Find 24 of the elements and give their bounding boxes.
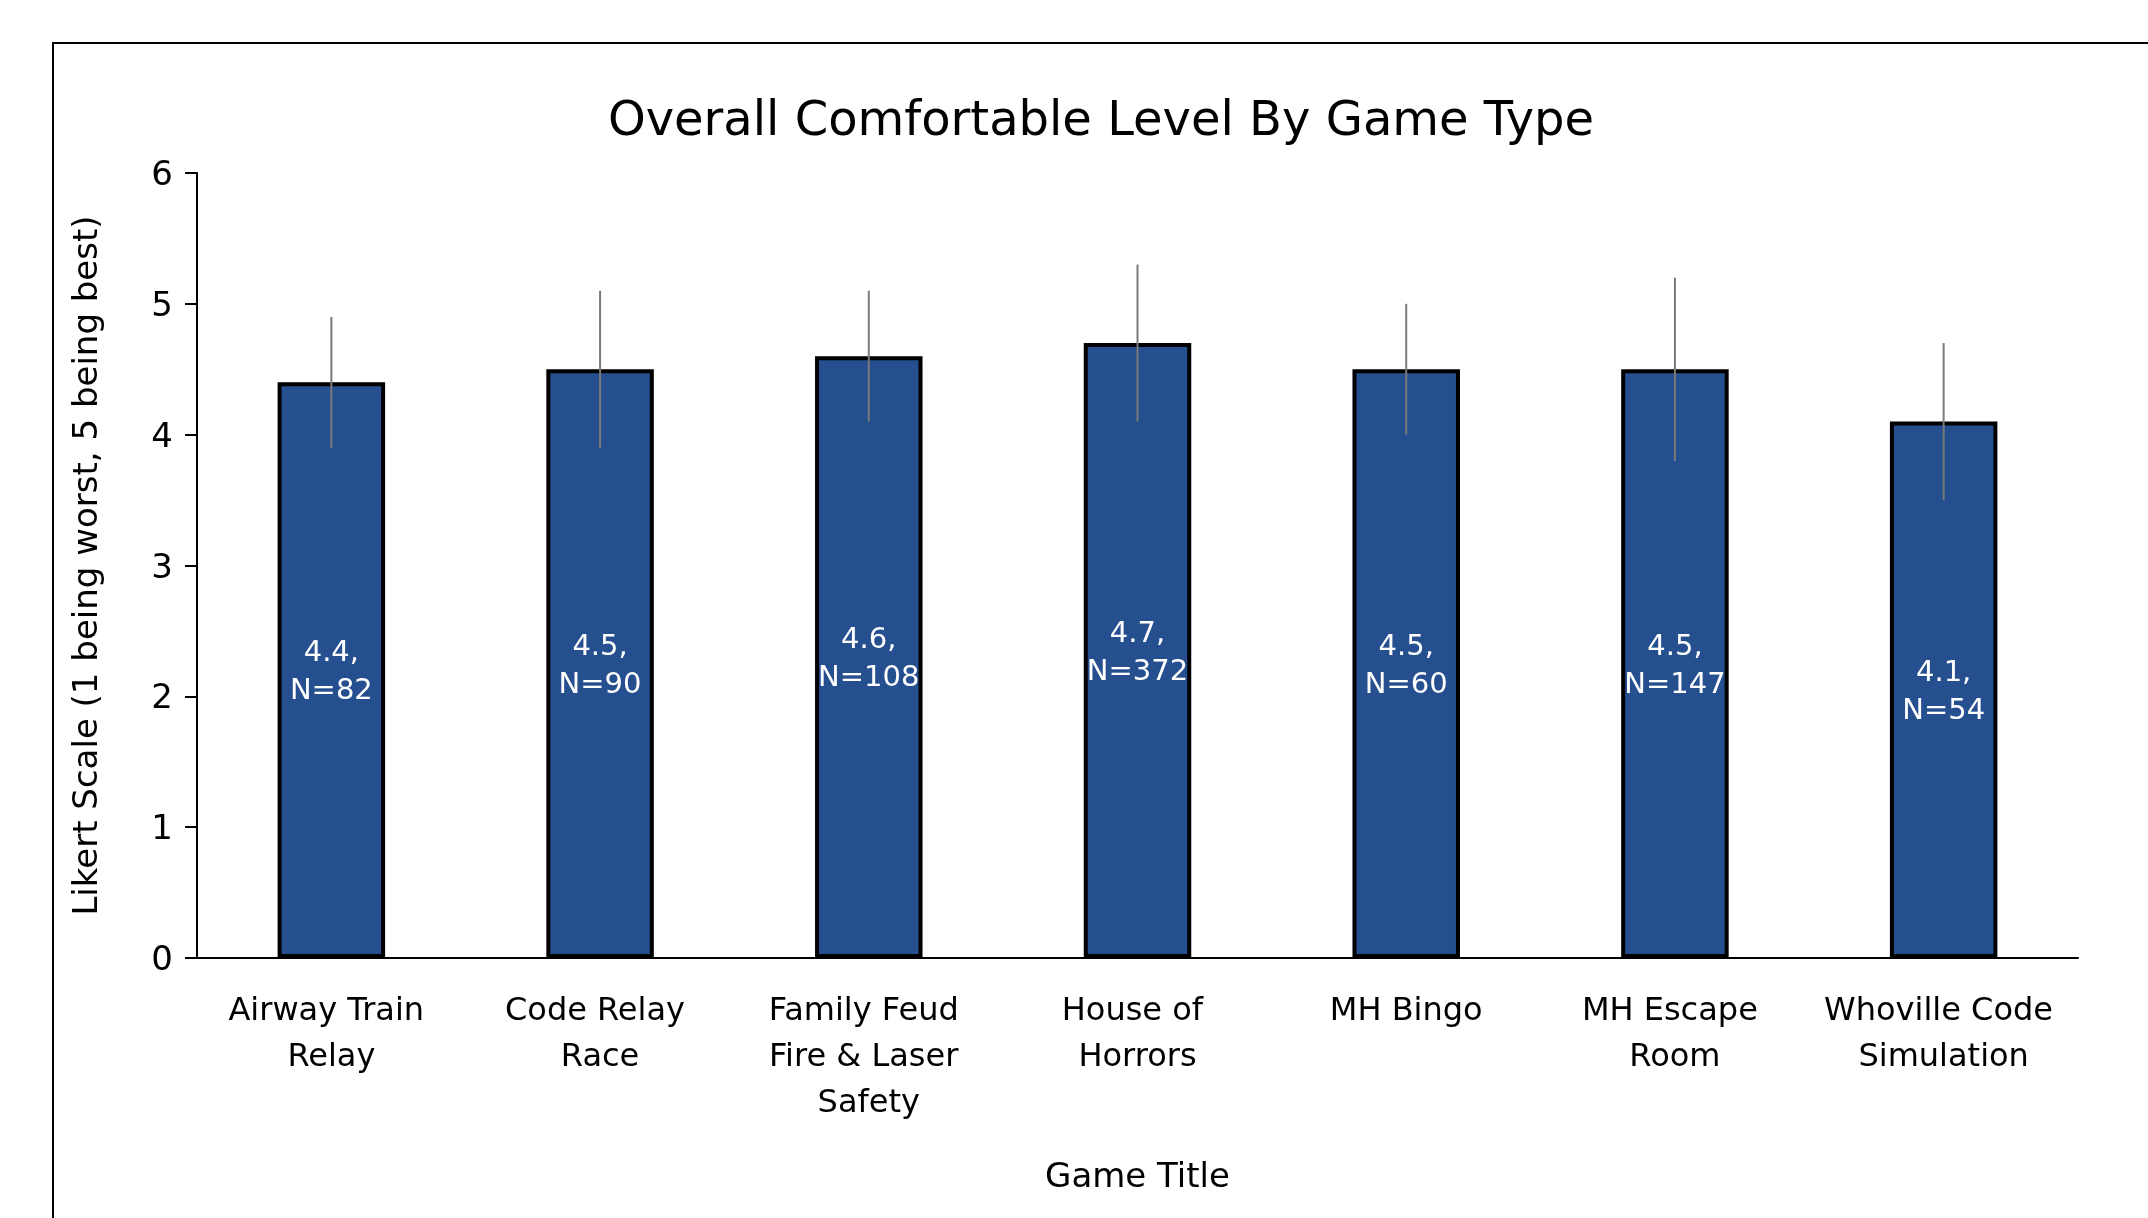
x-tick-label: Code Relay Race — [504, 990, 696, 1074]
x-tick-label: Family Feud Fire & Laser Safety — [768, 990, 969, 1120]
data-label: 4.5, N=60 — [1364, 627, 1448, 700]
x-tick-label: House of Horrors — [1061, 990, 1214, 1074]
y-tick-label: 5 — [151, 283, 173, 324]
data-label: 4.1, N=54 — [1902, 653, 1986, 726]
data-label: 4.7, N=372 — [1086, 614, 1189, 687]
y-tick-label: 2 — [151, 676, 173, 717]
data-label: 4.4, N=82 — [289, 634, 373, 707]
y-tick-label: 6 — [151, 153, 173, 193]
data-label: 4.5, N=147 — [1624, 627, 1726, 700]
chart-title: Overall Comfortable Level By Game Type — [607, 90, 1595, 146]
y-tick-label: 0 — [151, 938, 173, 978]
x-axis-title: Game Title — [1045, 1155, 1230, 1195]
x-tick-label: MH Escape Room — [1581, 990, 1768, 1074]
y-axis-title: Likert Scale (1 being worst, 5 being best) — [65, 215, 105, 916]
x-tick-label: Whoville Code Simulation — [1824, 990, 2064, 1074]
y-tick-label: 4 — [151, 414, 173, 455]
data-label: 4.5, N=90 — [558, 627, 642, 700]
x-tick-label: Airway Train Relay — [228, 990, 435, 1074]
y-tick-label: 3 — [151, 545, 173, 586]
x-tick-label: MH Bingo — [1329, 990, 1483, 1028]
data-label: 4.6, N=108 — [818, 621, 920, 694]
y-tick-label: 1 — [151, 807, 173, 848]
